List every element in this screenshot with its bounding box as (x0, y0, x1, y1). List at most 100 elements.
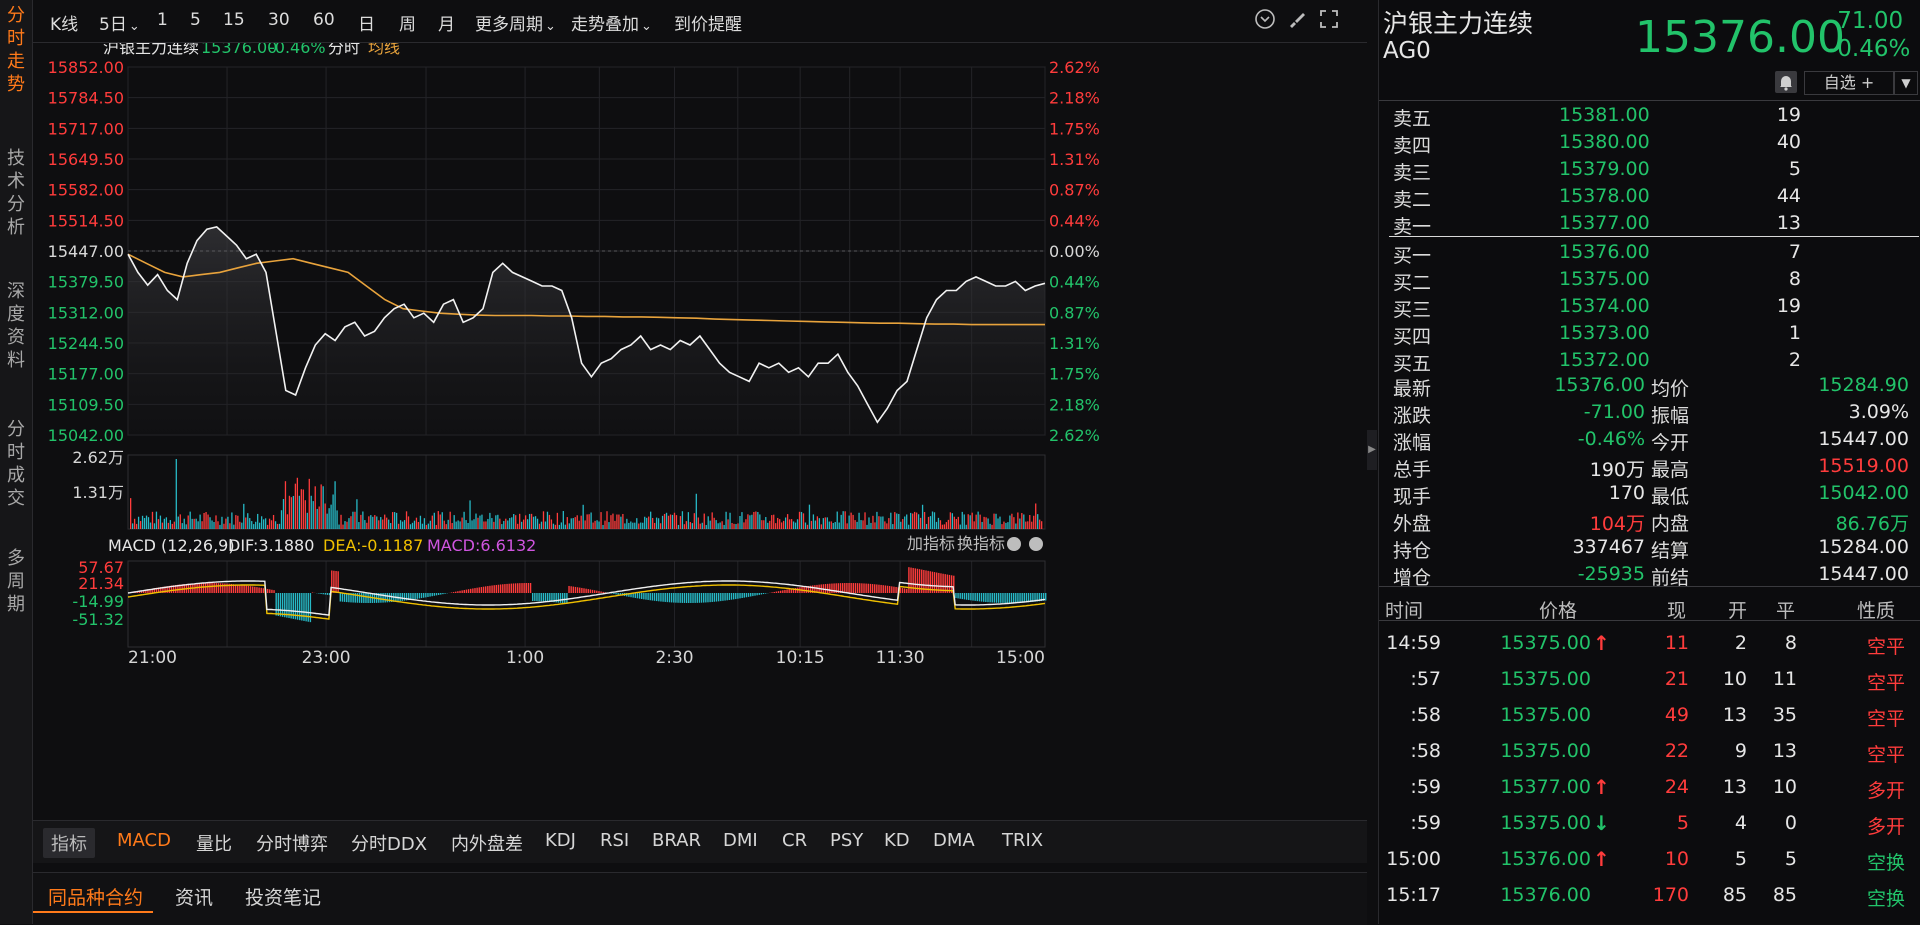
more-periods-dropdown[interactable]: 更多周期⌄ (475, 10, 556, 35)
macd-bar (1011, 593, 1012, 603)
period-week[interactable]: 周 (399, 10, 416, 35)
macd-bar (468, 589, 469, 593)
macd-bar (280, 593, 281, 616)
pct-axis-label: 0.87% (1049, 303, 1100, 322)
stat-value: -0.46% (1479, 428, 1645, 450)
volume-bar (513, 514, 514, 529)
tab-kd[interactable]: KD (884, 830, 910, 851)
gear-icon[interactable] (1007, 537, 1021, 551)
macd-bar (404, 593, 405, 601)
macd-bar (421, 593, 422, 598)
volume-bar (803, 513, 804, 529)
volume-bar (874, 522, 875, 529)
add-indicator-button[interactable]: 加指标 (907, 534, 955, 553)
volume-bar (938, 518, 939, 529)
indicator-label: 指标 (43, 828, 95, 858)
price-alert-button[interactable]: 到价提醒 (674, 10, 742, 35)
volume-bar (600, 512, 601, 529)
active-tab-underline (33, 911, 153, 913)
trade-open: 85 (1699, 884, 1747, 906)
volume-bar (626, 519, 627, 529)
macd-bar (357, 593, 358, 603)
tab-kdj[interactable]: KDJ (545, 830, 576, 851)
left-nav-tab[interactable]: 分时走势 (0, 4, 32, 96)
volume-bar (334, 481, 335, 529)
tab-psy[interactable]: PSY (830, 830, 863, 851)
period-day[interactable]: 日 (358, 10, 375, 35)
tab-cr[interactable]: CR (782, 830, 807, 851)
circle-chevron-down-icon[interactable] (1252, 8, 1278, 34)
tab-notes[interactable]: 投资笔记 (245, 883, 321, 910)
volume-bar (551, 519, 552, 529)
fullscreen-icon[interactable] (1316, 8, 1342, 34)
volume-bar (168, 523, 169, 529)
tab-dmi[interactable]: DMI (723, 830, 758, 851)
period-5min[interactable]: 5 (190, 10, 201, 30)
switch-indicator-button[interactable]: 换指标 (957, 534, 1005, 553)
divider (1379, 100, 1920, 101)
macd-bar (850, 583, 851, 593)
close-icon[interactable] (1029, 537, 1043, 551)
macd-bar (476, 588, 477, 593)
volume-bar (652, 518, 653, 529)
period-30min[interactable]: 30 (268, 10, 290, 30)
period-1min[interactable]: 1 (157, 10, 168, 30)
tab-news[interactable]: 资讯 (175, 883, 213, 910)
left-nav-tab[interactable]: 多周期 (0, 547, 32, 616)
five-day-dropdown[interactable]: 5日⌄ (99, 10, 140, 35)
volume-bar (847, 523, 848, 529)
volume-bar (777, 518, 778, 529)
volume-bar (271, 520, 272, 529)
tab-rsi[interactable]: RSI (600, 830, 629, 851)
volume-bar (801, 512, 802, 529)
volume-bar (281, 510, 282, 529)
tab-dma[interactable]: DMA (933, 830, 975, 851)
overlay-dropdown[interactable]: 走势叠加⌄ (571, 10, 652, 35)
tab-trix[interactable]: TRIX (1002, 830, 1043, 851)
tab-intraday-game[interactable]: 分时博弈 (256, 830, 328, 856)
brush-icon[interactable] (1284, 8, 1310, 34)
volume-bar (719, 522, 720, 529)
kline-tab[interactable]: K线 (50, 10, 78, 35)
macd-bar (496, 585, 497, 593)
volume-bar (164, 519, 165, 529)
volume-bar (465, 520, 466, 529)
macd-bar (635, 593, 636, 598)
stat-label: 总手 (1393, 455, 1431, 482)
panel-collapse-handle[interactable]: ▶ (1367, 430, 1377, 470)
period-60min[interactable]: 60 (313, 10, 335, 30)
bell-icon[interactable] (1775, 71, 1797, 93)
add-watchlist-button[interactable]: 自选 + (1804, 71, 1894, 95)
tab-inner-outer-diff[interactable]: 内外盘差 (451, 830, 523, 856)
left-nav-tab[interactable]: 分时成交 (0, 418, 32, 510)
volume-bar (573, 518, 574, 529)
left-nav-tab[interactable]: 技术分析 (0, 147, 32, 239)
orderbook-volume: 7 (1679, 241, 1801, 263)
macd-bar (981, 593, 982, 602)
period-15min[interactable]: 15 (223, 10, 245, 30)
tab-brar[interactable]: BRAR (652, 830, 701, 851)
macd-bar (699, 593, 700, 603)
volume-bar (795, 523, 796, 529)
tab-macd[interactable]: MACD (117, 830, 171, 851)
macd-bar (639, 593, 640, 599)
macd-bar (891, 586, 892, 593)
tab-intraday-ddx[interactable]: 分时DDX (351, 830, 427, 856)
tab-volume-ratio[interactable]: 量比 (196, 830, 232, 856)
volume-bar (610, 515, 611, 529)
macd-bar (989, 593, 990, 602)
tab-same-variety[interactable]: 同品种合约 (48, 883, 143, 910)
watchlist-dropdown-icon[interactable]: ▼ (1894, 71, 1918, 95)
price-axis-label: 15109.50 (48, 395, 124, 414)
volume-bar (710, 521, 711, 529)
stat-label: 涨幅 (1393, 428, 1431, 455)
left-nav-char: 分 (0, 418, 32, 441)
volume-bar (152, 512, 153, 529)
volume-bar (908, 525, 909, 529)
trade-price: 15375.00 (1491, 632, 1591, 654)
macd-bar (643, 593, 644, 599)
period-month[interactable]: 月 (438, 10, 455, 35)
macd-bar (583, 588, 584, 593)
left-nav-tab[interactable]: 深度资料 (0, 280, 32, 372)
